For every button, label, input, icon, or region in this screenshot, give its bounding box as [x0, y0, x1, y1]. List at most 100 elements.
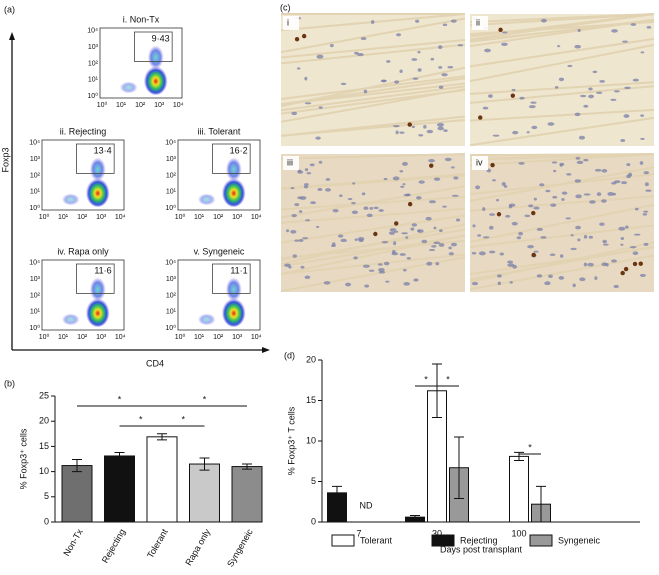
stained-cell — [478, 115, 483, 120]
nucleus — [316, 54, 324, 59]
label-bg — [283, 156, 299, 170]
nucleus — [492, 134, 500, 137]
nucleus — [416, 196, 422, 200]
nucleus — [610, 98, 617, 101]
x-tick-label: 10⁰ — [39, 333, 50, 341]
density-cloud — [85, 296, 110, 327]
nucleus — [442, 23, 448, 27]
nucleus — [364, 284, 370, 288]
nucleus — [433, 226, 437, 230]
panel-label: (c) — [280, 2, 291, 12]
nucleus — [511, 88, 516, 92]
nucleus — [607, 192, 614, 196]
y-tick-label: 10² — [88, 60, 99, 67]
nucleus — [318, 106, 323, 109]
nucleus — [378, 267, 385, 272]
density-cloud — [143, 64, 168, 95]
annotation: ND — [360, 500, 373, 510]
nucleus — [583, 193, 591, 196]
plot-title: ii. Rejecting — [60, 126, 107, 136]
stained-cell — [407, 201, 413, 207]
fiber — [469, 37, 655, 68]
x-tick-label: Non-Tx — [61, 527, 85, 558]
nucleus — [325, 178, 331, 181]
nucleus — [323, 281, 331, 285]
plot-frame — [41, 259, 125, 331]
fiber — [469, 116, 655, 147]
plot-title: i. Non-Tx — [123, 14, 160, 24]
nucleus — [630, 23, 637, 26]
nucleus — [438, 85, 444, 89]
nucleus — [305, 219, 311, 222]
nucleus — [297, 196, 303, 200]
nucleus — [622, 40, 628, 43]
nucleus — [512, 130, 519, 135]
nucleus — [575, 225, 581, 230]
fiber — [469, 13, 655, 38]
gate — [76, 263, 115, 294]
nucleus — [579, 94, 587, 98]
y-tick-label: 15 — [306, 395, 316, 405]
y-tick-label: 10¹ — [166, 309, 177, 316]
x-tick-label: 10² — [77, 214, 88, 221]
nucleus — [315, 136, 321, 140]
gate — [212, 263, 251, 294]
nucleus — [629, 245, 637, 249]
nucleus — [411, 125, 415, 129]
nucleus — [292, 254, 297, 258]
nucleus — [338, 234, 344, 238]
nucleus — [426, 129, 434, 134]
fiber — [280, 75, 466, 100]
nucleus — [507, 260, 514, 264]
sig-label: * — [118, 394, 122, 404]
density-cloud — [89, 277, 106, 302]
nucleus — [530, 101, 537, 104]
nucleus — [417, 68, 422, 72]
fiber — [280, 115, 466, 137]
nucleus — [558, 276, 565, 280]
nucleus — [436, 122, 444, 127]
gate-value: 9·43 — [152, 33, 170, 43]
density-cloud — [61, 193, 80, 206]
stained-cell — [620, 270, 625, 276]
nucleus — [601, 169, 608, 173]
nucleus — [624, 86, 631, 90]
stained-cell — [623, 266, 629, 272]
y-tick-label: 15 — [39, 441, 49, 451]
error-bar — [332, 485, 342, 500]
nucleus — [646, 26, 652, 29]
nucleus — [383, 261, 390, 266]
nucleus — [442, 205, 447, 208]
nucleus — [575, 194, 582, 199]
nucleus — [578, 135, 585, 140]
legend-label: Syngeneic — [558, 535, 601, 545]
nucleus — [423, 124, 427, 129]
nucleus — [411, 223, 418, 227]
nucleus — [304, 76, 308, 81]
error-bar — [454, 436, 464, 500]
error-bar — [199, 457, 210, 471]
y-tick-label: 10 — [306, 435, 316, 445]
bar — [146, 436, 178, 523]
error-bar — [157, 433, 167, 441]
nucleus — [528, 204, 534, 208]
x-tick-label: 30 — [432, 528, 442, 538]
y-tick-label: 10¹ — [88, 77, 99, 84]
nucleus — [559, 163, 563, 167]
density-cloud — [89, 157, 106, 182]
fiber — [280, 185, 466, 219]
x-tick-label: 7 — [356, 528, 361, 538]
fiber — [469, 81, 655, 95]
nucleus — [602, 243, 609, 246]
panel-label: (a) — [4, 4, 15, 14]
density-cloud — [61, 313, 80, 326]
nucleus — [643, 210, 649, 213]
nucleus — [501, 182, 506, 186]
fiber — [469, 13, 655, 24]
y-tick-label: 5 — [44, 491, 49, 501]
x-tick-label: 10⁰ — [97, 101, 108, 109]
nucleus — [418, 180, 425, 184]
axis-label: Foxp3 — [0, 147, 10, 172]
nucleus — [399, 131, 405, 134]
fiber — [280, 174, 466, 190]
